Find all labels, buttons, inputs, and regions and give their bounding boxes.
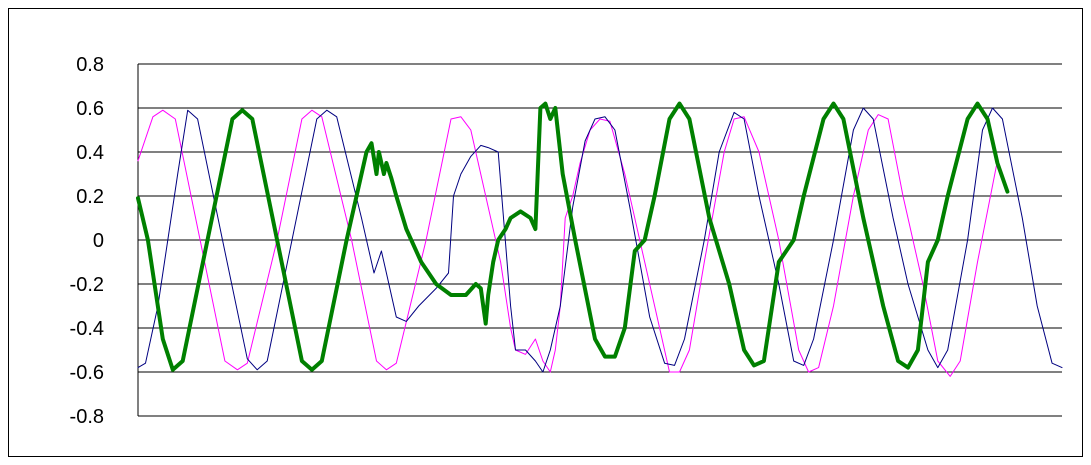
y-tick-label: 0 — [93, 230, 104, 252]
y-tick-label: 0.6 — [76, 98, 104, 120]
y-tick-label: 0.2 — [76, 186, 104, 208]
series-line-2 — [137, 107, 1063, 373]
y-axis-tick-labels: 0.8 0.6 0.4 0.2 0 -0.2 -0.4 -0.6 -0.8 — [70, 54, 104, 428]
y-tick-label: 0.8 — [76, 54, 104, 76]
series-line-1 — [137, 109, 998, 377]
y-tick-label: 0.4 — [76, 142, 104, 164]
y-tick-label: -0.2 — [70, 274, 104, 296]
y-tick-label: -0.4 — [70, 318, 104, 340]
series-line-3 — [136, 101, 1010, 372]
y-tick-label: -0.6 — [70, 362, 104, 384]
series-lines — [136, 101, 1063, 377]
chart-border — [8, 8, 1083, 457]
y-tick-label: -0.8 — [70, 406, 104, 428]
